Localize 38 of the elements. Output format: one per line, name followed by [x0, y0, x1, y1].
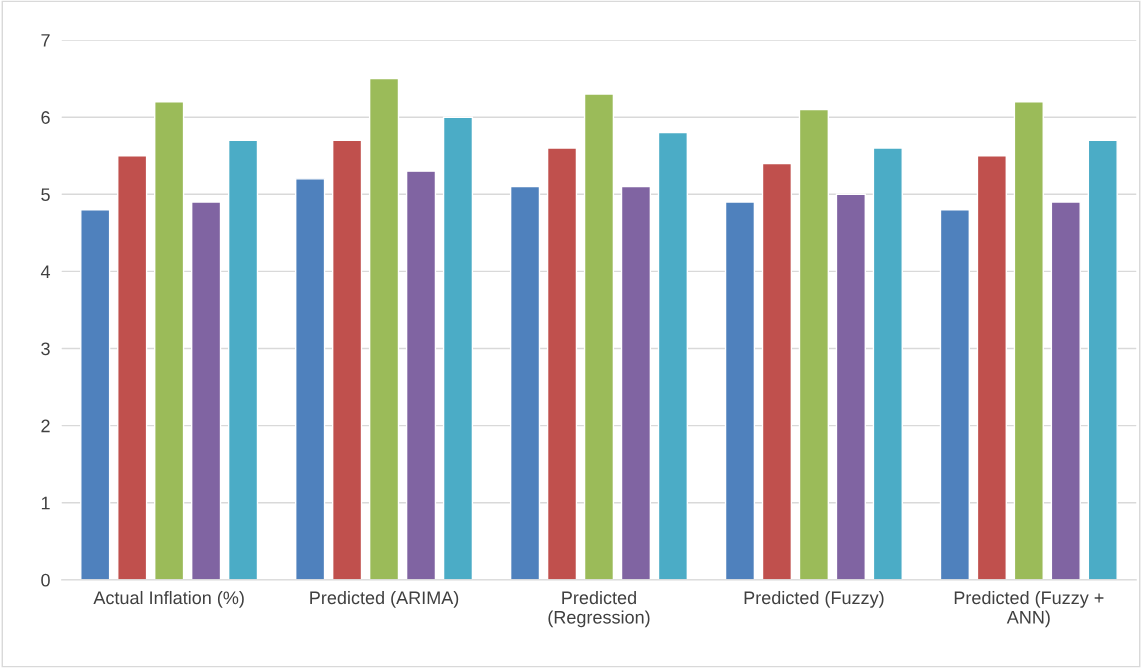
bar: [295, 178, 326, 580]
bar: [1013, 101, 1044, 580]
bar: [190, 201, 222, 580]
bar: [546, 147, 578, 580]
bar: [154, 101, 185, 580]
bar: [798, 108, 830, 580]
bar: [331, 139, 363, 580]
bar: [405, 170, 437, 580]
bar: [939, 209, 971, 580]
bar: [442, 116, 474, 580]
bar: [1087, 139, 1118, 580]
bar: [872, 147, 903, 580]
bar: [80, 209, 111, 580]
y-tick-label: 1: [41, 496, 50, 510]
x-tick-label: Predicted (Regression): [548, 590, 650, 628]
bar: [835, 193, 866, 580]
x-tick-label: Predicted (Fuzzy + ANN): [954, 590, 1104, 628]
x-tick-label: Predicted (Fuzzy): [744, 590, 884, 608]
bar: [620, 185, 652, 580]
y-tick-label: 0: [41, 573, 50, 587]
y-tick-label: 4: [40, 265, 51, 278]
bar: [657, 131, 689, 580]
y-tick-label: 5: [41, 188, 50, 202]
bar: [368, 77, 400, 580]
x-tick-label: Actual Inflation (%): [93, 590, 244, 608]
bar: [724, 201, 756, 580]
bar: [117, 155, 148, 580]
bar: [583, 93, 615, 580]
y-tick-label: 3: [41, 342, 50, 356]
y-tick-label: 2: [41, 419, 50, 433]
bar: [761, 162, 793, 580]
y-tick-label: 6: [41, 111, 50, 124]
x-tick-label: Predicted (ARIMA): [310, 590, 459, 608]
y-tick-label: 7: [41, 34, 50, 47]
bar: [976, 155, 1007, 580]
bar: [1050, 201, 1081, 580]
bar: [227, 139, 259, 580]
bar: [509, 185, 541, 580]
